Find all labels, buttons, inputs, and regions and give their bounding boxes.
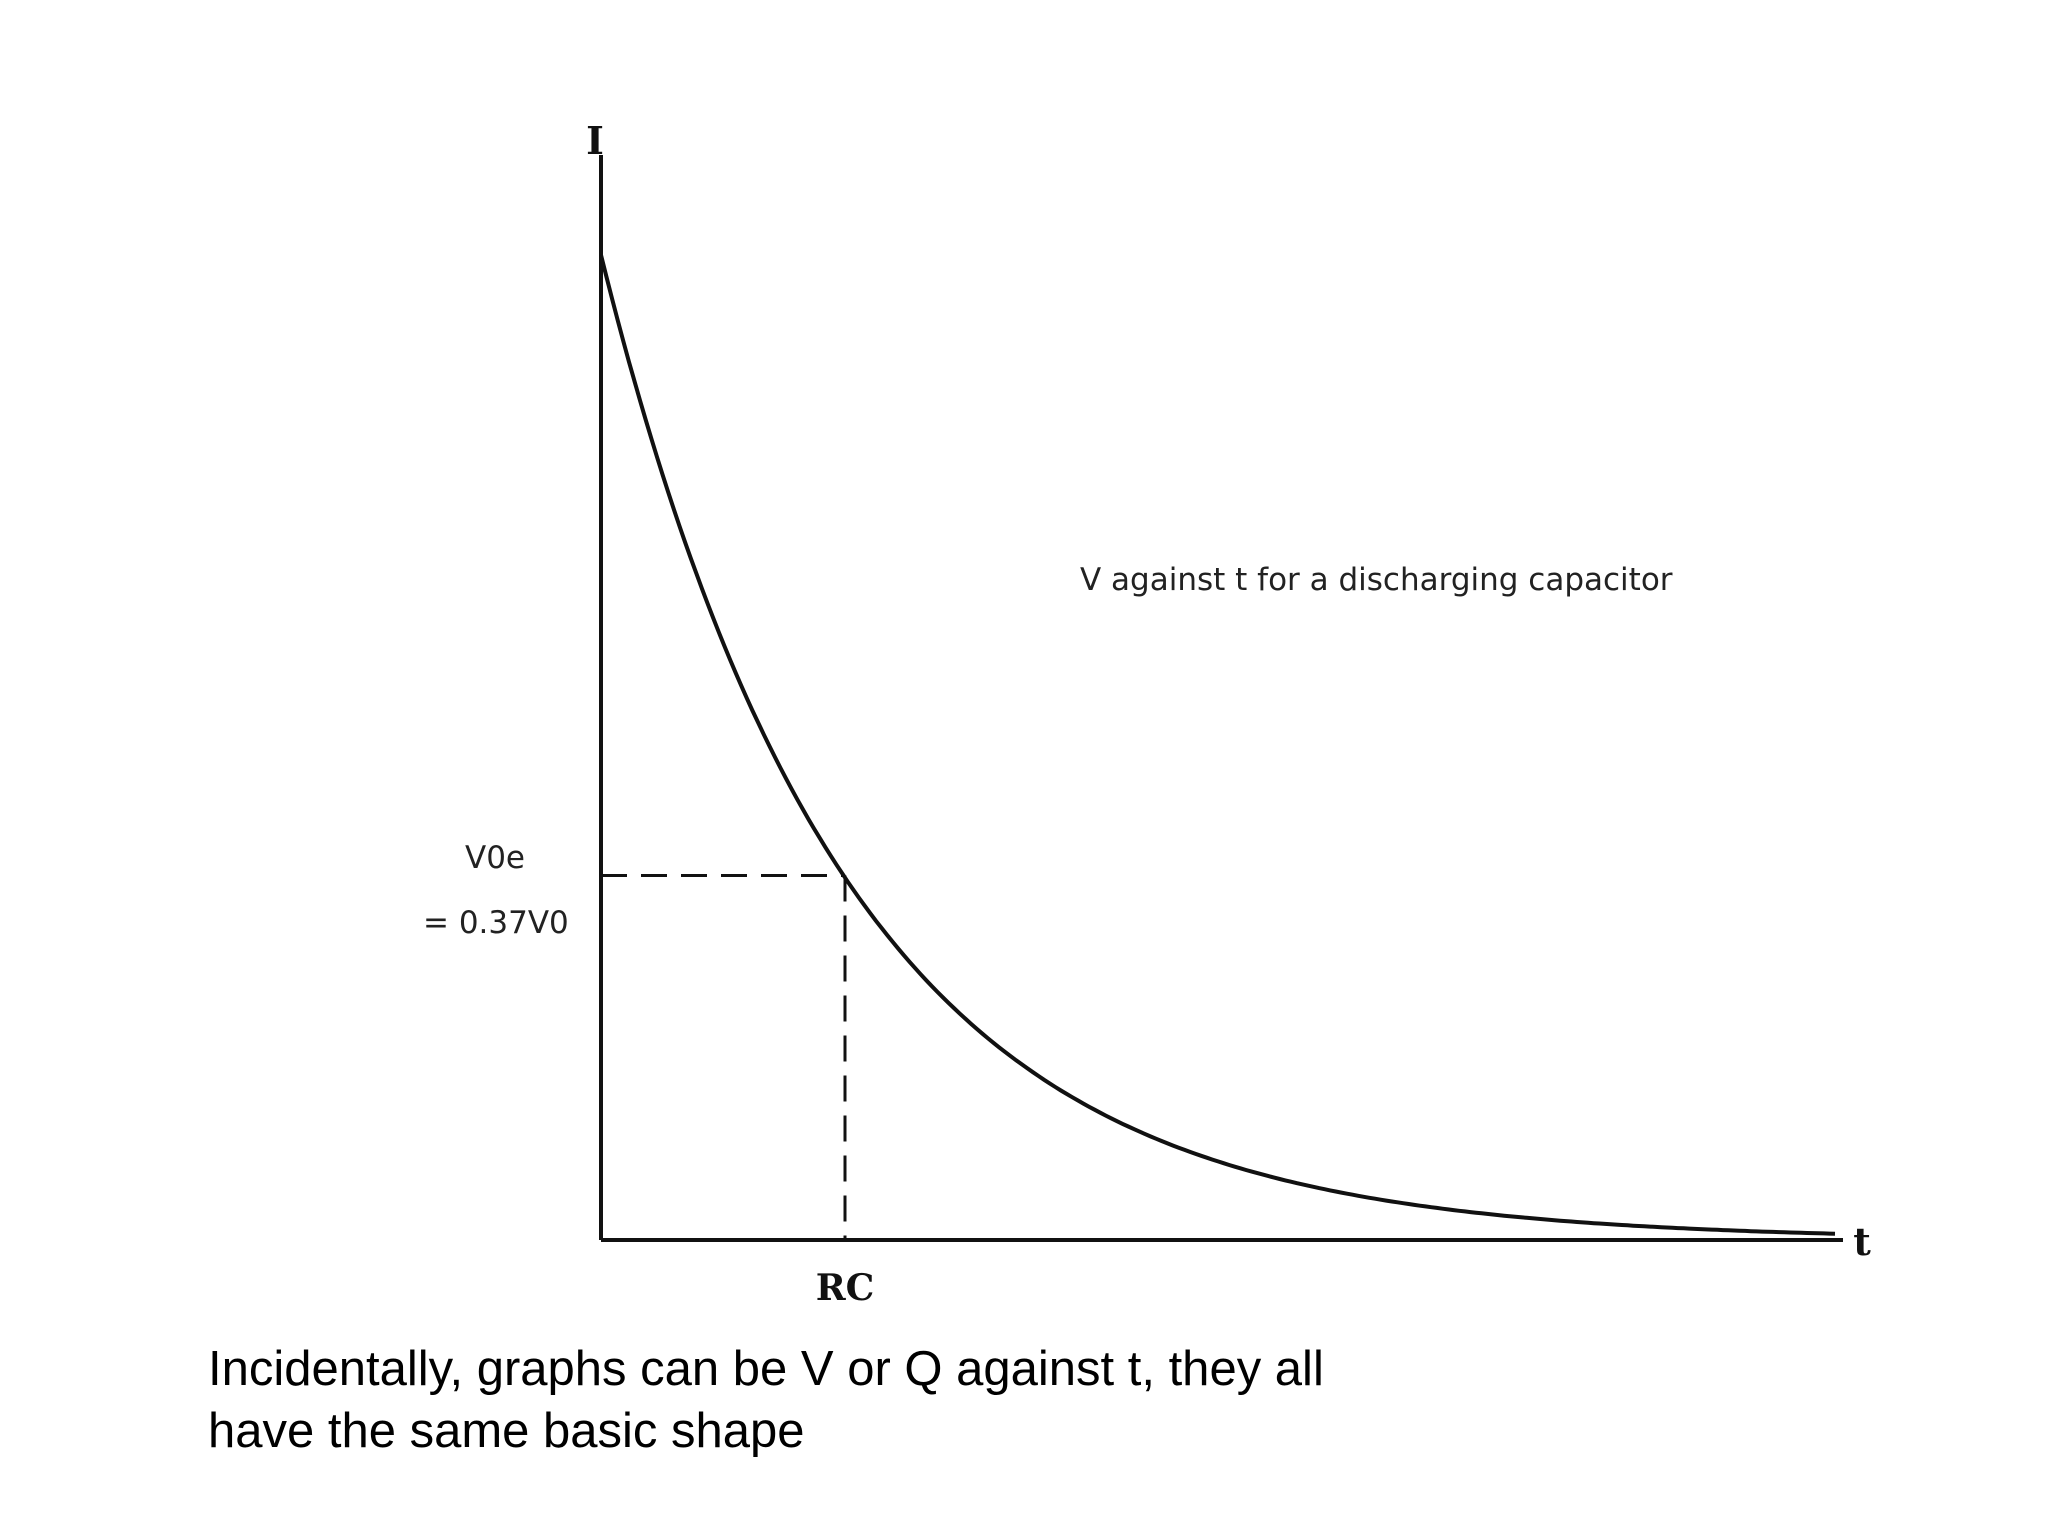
caption-line-2: have the same basic shape	[208, 1404, 805, 1458]
chart-title: V against t for a discharging capacitor	[1080, 562, 1673, 598]
annotation-v0e: V0e	[465, 840, 525, 876]
y-axis-label: I	[586, 118, 604, 163]
annotation-037v0: = 0.37V0	[423, 905, 569, 941]
caption-line-1: Incidentally, graphs can be V or Q again…	[208, 1342, 1324, 1396]
rc-guide-lines	[601, 874, 847, 1240]
caption: Incidentally, graphs can be V or Q again…	[208, 1338, 1508, 1462]
x-axis-label: t	[1853, 1219, 1871, 1264]
series	[599, 254, 1836, 1236]
axes	[599, 155, 1843, 1242]
decay-curve	[599, 254, 1836, 1236]
x-tick-label-rc: RC	[816, 1267, 875, 1309]
